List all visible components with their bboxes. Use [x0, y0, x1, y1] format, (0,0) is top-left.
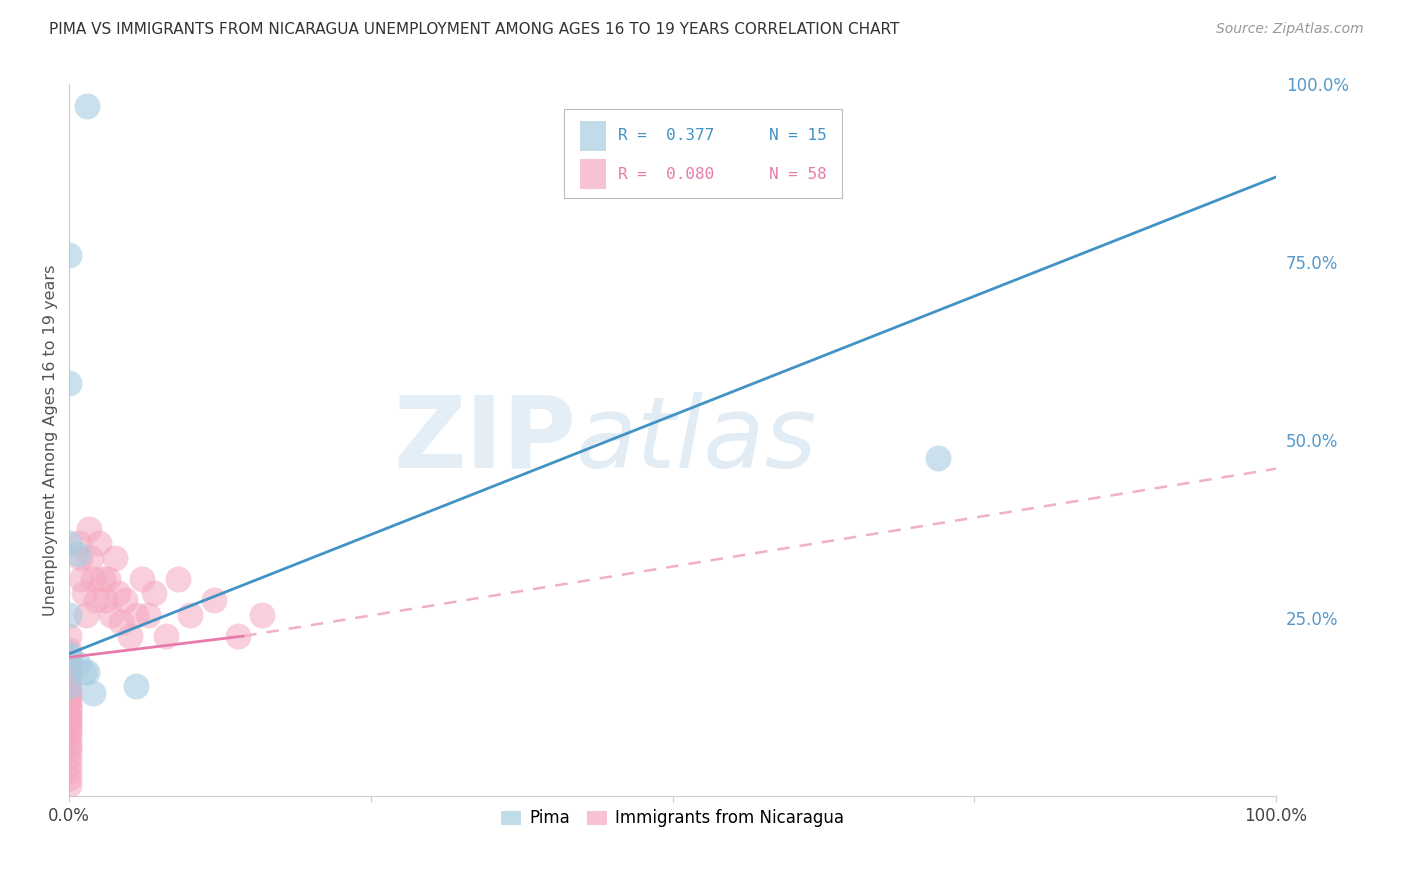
Point: [66, 657, 89, 672]
Text: N = 58: N = 58: [769, 167, 827, 182]
Point: [97, 572, 120, 586]
Point: [179, 607, 201, 622]
Point: [66, 547, 89, 561]
Point: [124, 679, 146, 693]
Point: [58, 697, 80, 711]
Point: [82, 686, 104, 700]
Point: [58, 643, 80, 657]
Point: [226, 629, 249, 643]
FancyBboxPatch shape: [564, 110, 842, 198]
Legend: Pima, Immigrants from Nicaragua: Pima, Immigrants from Nicaragua: [495, 803, 851, 834]
Text: atlas: atlas: [576, 392, 818, 489]
Point: [136, 607, 159, 622]
Point: [69, 550, 91, 565]
Point: [80, 550, 103, 565]
Text: N = 15: N = 15: [769, 128, 827, 144]
Point: [76, 99, 98, 113]
Text: R =  0.377: R = 0.377: [619, 128, 714, 144]
Point: [77, 522, 100, 536]
Point: [58, 700, 80, 714]
Point: [58, 718, 80, 732]
Point: [84, 593, 107, 607]
Y-axis label: Unemployment Among Ages 16 to 19 years: Unemployment Among Ages 16 to 19 years: [44, 265, 58, 616]
Point: [131, 572, 153, 586]
Point: [58, 647, 80, 661]
Point: [58, 736, 80, 750]
Point: [110, 615, 132, 629]
Point: [58, 739, 80, 754]
Point: [114, 593, 136, 607]
Point: [58, 757, 80, 772]
Point: [73, 665, 96, 679]
Point: [58, 764, 80, 779]
Point: [76, 665, 98, 679]
Point: [58, 704, 80, 718]
Point: [58, 779, 80, 793]
Point: [58, 711, 80, 725]
Text: Source: ZipAtlas.com: Source: ZipAtlas.com: [1216, 22, 1364, 37]
Point: [252, 607, 274, 622]
Point: [58, 657, 80, 672]
Text: PIMA VS IMMIGRANTS FROM NICARAGUA UNEMPLOYMENT AMONG AGES 16 TO 19 YEARS CORRELA: PIMA VS IMMIGRANTS FROM NICARAGUA UNEMPL…: [49, 22, 900, 37]
Point: [73, 586, 96, 600]
Point: [82, 572, 104, 586]
Point: [58, 690, 80, 704]
Point: [58, 707, 80, 722]
Text: R =  0.080: R = 0.080: [619, 167, 714, 182]
Point: [89, 536, 111, 550]
Text: ZIP: ZIP: [394, 392, 576, 489]
Point: [58, 729, 80, 743]
Point: [104, 550, 127, 565]
FancyBboxPatch shape: [579, 160, 606, 189]
Point: [58, 536, 80, 550]
Point: [927, 451, 949, 466]
Point: [118, 629, 141, 643]
Point: [58, 650, 80, 665]
Point: [58, 722, 80, 736]
Point: [58, 714, 80, 729]
Point: [58, 686, 80, 700]
Point: [58, 665, 80, 679]
Point: [58, 743, 80, 757]
Point: [58, 248, 80, 262]
Point: [75, 607, 97, 622]
Point: [58, 650, 80, 665]
Point: [58, 682, 80, 697]
Point: [58, 607, 80, 622]
FancyBboxPatch shape: [579, 121, 606, 151]
Point: [58, 679, 80, 693]
Point: [100, 607, 122, 622]
Point: [107, 586, 129, 600]
Point: [58, 693, 80, 707]
Point: [202, 593, 225, 607]
Point: [58, 376, 80, 391]
Point: [124, 607, 146, 622]
Point: [58, 679, 80, 693]
Point: [94, 593, 117, 607]
Point: [58, 629, 80, 643]
Point: [58, 772, 80, 786]
Point: [70, 572, 93, 586]
Point: [142, 586, 165, 600]
Point: [155, 629, 177, 643]
Point: [91, 572, 114, 586]
Point: [58, 750, 80, 764]
Point: [166, 572, 188, 586]
Point: [67, 536, 90, 550]
Point: [58, 672, 80, 686]
Point: [58, 725, 80, 739]
